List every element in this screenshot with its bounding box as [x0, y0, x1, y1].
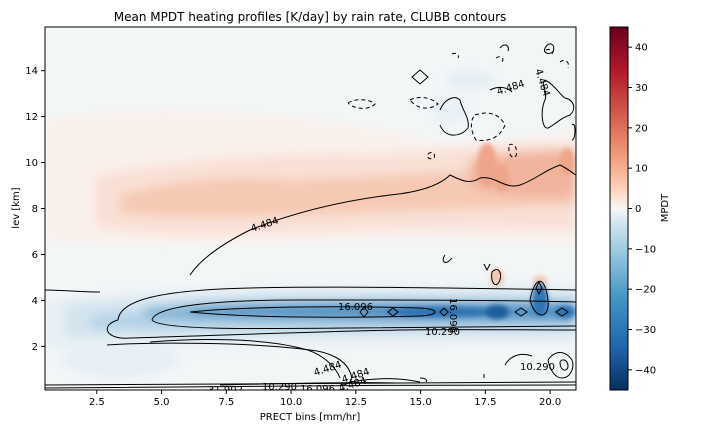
x-tick-label: 12.5 — [345, 397, 367, 408]
x-tick-label: 7.5 — [218, 397, 234, 408]
colorbar-tick-label: −40 — [635, 365, 656, 376]
colorbar-label: MPDT — [660, 193, 671, 222]
y-axis: 2 4 6 8 10 12 14 — [25, 66, 45, 353]
x-axis-label: PRECT bins [mm/hr] — [260, 412, 361, 423]
y-tick-label: 12 — [25, 112, 38, 123]
x-tick-label: 20.0 — [539, 397, 561, 408]
colorbar-tick-label: −30 — [635, 325, 656, 336]
x-tick-label: 15.0 — [409, 397, 431, 408]
x-axis: 2.5 5.0 7.5 10.0 12.5 15.0 17.5 20.0 — [89, 390, 561, 408]
x-tick-label: 2.5 — [89, 397, 105, 408]
x-tick-label: 5.0 — [154, 397, 170, 408]
contour-label: 31.902 — [208, 385, 243, 396]
y-tick-label: 6 — [32, 250, 38, 261]
y-tick-label: 10 — [25, 158, 38, 169]
colorbar-tick-label: 30 — [635, 83, 648, 94]
contour-label: 10.290 — [262, 382, 297, 393]
colorbar-tick-label: 0 — [635, 204, 641, 215]
contour-label: 16.096 — [447, 298, 458, 333]
colorbar-gradient — [609, 26, 629, 391]
colorbar-tick-label: 20 — [635, 123, 648, 134]
y-tick-label: 14 — [25, 66, 38, 77]
contour-label: 16.096 — [338, 302, 373, 313]
contour-label: 16.096 — [300, 384, 335, 395]
colorbar: −40 −30 −20 −10 0 10 20 30 40 MPDT — [609, 26, 671, 391]
colorbar-tick-label: −10 — [635, 244, 656, 255]
colorbar-tick-label: 40 — [635, 43, 648, 54]
colorbar-ticks: −40 −30 −20 −10 0 10 20 30 40 — [628, 43, 656, 376]
y-tick-label: 4 — [32, 296, 38, 307]
y-tick-label: 8 — [32, 204, 38, 215]
y-tick-label: 2 — [32, 342, 38, 353]
heating-field — [45, 111, 576, 245]
contour-label: 4.484 — [576, 372, 605, 383]
contour-label: 10.290 — [520, 362, 555, 373]
y-axis-label: lev [km] — [11, 187, 22, 228]
chart-title: Mean MPDT heating profiles [K/day] by ra… — [114, 10, 507, 24]
x-tick-label: 10.0 — [280, 397, 302, 408]
clubb-contours-dashed — [347, 48, 569, 160]
plot-area: 4.484 4.484 4.484 16.096 16.096 10.290 4… — [45, 27, 605, 396]
colorbar-tick-label: 10 — [635, 164, 648, 175]
colorbar-tick-label: −20 — [635, 285, 656, 296]
contour-label: 10.290 — [425, 327, 460, 338]
upper-cooling-patches — [60, 70, 495, 378]
x-tick-label: 17.5 — [474, 397, 496, 408]
